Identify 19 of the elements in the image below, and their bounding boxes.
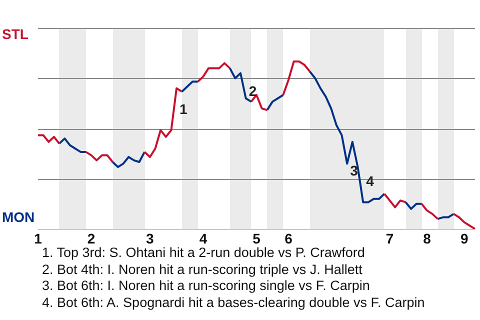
annotation: 1	[180, 101, 188, 118]
annotation: 2	[248, 83, 257, 100]
x-tick-label: 6	[284, 230, 293, 246]
x-tick-label: 5	[252, 230, 261, 246]
annotation: 3	[350, 162, 358, 179]
text: 4. Bot 6th: A. Spognardi hit a bases-clearing double vs F. Carpin	[42, 294, 425, 311]
x-tick-label: 2	[87, 230, 96, 246]
text: MON	[2, 209, 35, 225]
x-tick-label: 4	[199, 230, 208, 246]
x-tick-label: 7	[386, 230, 394, 246]
x-tick-label: 3	[146, 230, 154, 246]
x-tick-label: 9	[460, 230, 468, 246]
text: 2. Bot 4th: I. Noren hit a run-scoring triple vs J. Hallett	[42, 262, 364, 278]
x-tick-label: 1	[34, 230, 42, 246]
x-tick-label: 8	[423, 230, 432, 246]
text: STL	[2, 26, 28, 42]
annotation: 4	[366, 173, 374, 190]
text: 3. Bot 6th: I. Noren hit a run-scoring single vs F. Carpin	[42, 278, 371, 294]
text: 1. Top 3rd: S. Ohtani hit a 2-run double vs P. Crawford	[42, 245, 366, 262]
